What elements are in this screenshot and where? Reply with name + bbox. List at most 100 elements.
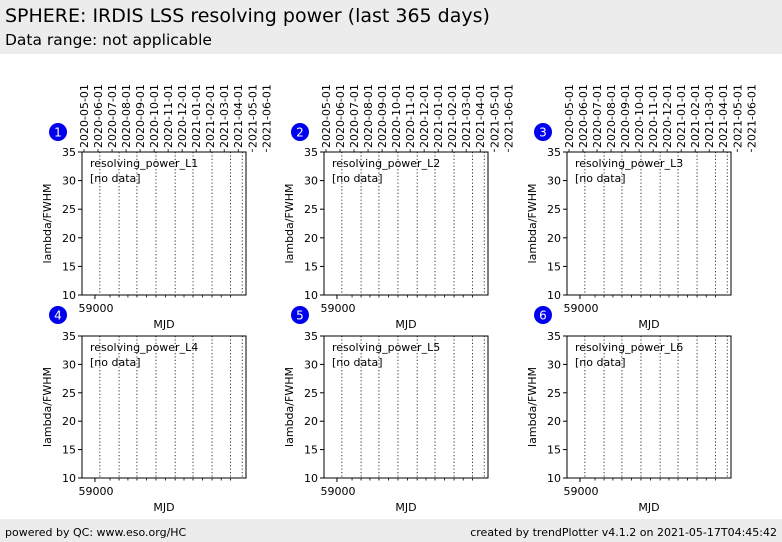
date-tick-label: 2020-10-01	[148, 84, 161, 148]
y-tick-label: 25	[547, 203, 561, 216]
no-data-note: [no data]	[332, 172, 383, 185]
plot-frame	[566, 151, 732, 296]
y-axis-label: lambda/FWHM	[526, 367, 539, 447]
date-tick-label: 2021-04-01	[232, 84, 245, 148]
y-tick-label: 20	[62, 415, 76, 428]
no-data-note: [no data]	[575, 172, 626, 185]
y-tick-label: 25	[304, 387, 318, 400]
panel-number: 4	[54, 309, 62, 323]
date-tick-label: 2021-05-01	[488, 84, 501, 148]
y-tick-label: 35	[547, 330, 561, 343]
panel-number: 1	[54, 126, 62, 140]
date-tick-label: 2021-02-01	[446, 84, 459, 148]
y-tick-label: 30	[62, 175, 76, 188]
x-axis-label: MJD	[153, 318, 174, 331]
series-label: resolving_power_L4	[90, 341, 198, 354]
y-axis-label: lambda/FWHM	[283, 184, 296, 264]
y-tick-label: 30	[62, 358, 76, 371]
y-tick-label: 35	[304, 330, 318, 343]
y-tick-label: 10	[547, 289, 561, 302]
chart-panel-5: 10 15 20 25 30 35 59000 MJD lambda/FWHM resolving…	[283, 306, 489, 514]
date-tick-label: 2020-08-01	[120, 84, 133, 148]
page-subtitle: Data range: not applicable	[5, 31, 212, 49]
date-tick-label: 2020-06-01	[334, 84, 347, 148]
date-tick-label: 2020-06-01	[577, 84, 590, 148]
chart-panel-6: 10 15 20 25 30 35 59000 MJD lambda/FWHM resolving…	[526, 306, 732, 514]
date-tick-label: 2021-06-01	[745, 84, 758, 148]
series-label: resolving_power_L2	[332, 157, 440, 170]
y-tick-label: 20	[547, 232, 561, 245]
panel-number: 2	[296, 126, 304, 140]
footer-credit: powered by QC: www.eso.org/HC	[5, 526, 187, 539]
y-tick-label: 10	[547, 472, 561, 485]
date-tick-label: 2021-03-01	[218, 84, 231, 148]
date-tick-label: 2020-09-01	[134, 84, 147, 148]
y-tick-label: 20	[304, 415, 318, 428]
y-tick-label: 15	[62, 444, 76, 457]
panel-number-badge	[534, 306, 552, 324]
no-data-note: [no data]	[90, 172, 141, 185]
y-axis-label: lambda/FWHM	[41, 184, 54, 264]
date-tick-label: 2020-07-01	[106, 84, 119, 148]
plot-frame	[323, 335, 489, 479]
y-tick-label: 25	[304, 203, 318, 216]
y-tick-label: 20	[547, 415, 561, 428]
y-tick-label: 35	[304, 146, 318, 159]
x-axis-label: MJD	[395, 318, 416, 331]
y-tick-label: 35	[547, 146, 561, 159]
y-tick-label: 20	[62, 232, 76, 245]
y-tick-label: 15	[304, 444, 318, 457]
plot-frame	[566, 335, 732, 479]
header-bar: SPHERE: IRDIS LSS resolving power (last …	[0, 0, 782, 54]
x-axis-label: MJD	[638, 318, 659, 331]
plot-frame	[81, 335, 247, 479]
y-tick-label: 15	[547, 444, 561, 457]
date-tick-label: 2020-09-01	[619, 84, 632, 148]
date-tick-label: 2020-07-01	[348, 84, 361, 148]
panel-number-badge	[49, 123, 67, 141]
series-label: resolving_power_L1	[90, 157, 198, 170]
date-tick-label: 2020-05-01	[78, 84, 91, 148]
x-tick-label: 59000	[79, 485, 114, 498]
date-tick-label: 2021-05-01	[246, 84, 259, 148]
no-data-note: [no data]	[332, 356, 383, 369]
y-tick-label: 25	[547, 387, 561, 400]
date-tick-label: 2020-11-01	[162, 84, 175, 148]
x-tick-label: 59000	[321, 302, 356, 315]
date-tick-label: 2020-12-01	[418, 84, 431, 148]
x-axis-label: MJD	[395, 501, 416, 514]
date-tick-label: 2021-03-01	[460, 84, 473, 148]
x-tick-label: 59000	[564, 485, 599, 498]
no-data-note: [no data]	[90, 356, 141, 369]
date-tick-label: 2021-01-01	[675, 84, 688, 148]
date-tick-label: 2021-01-01	[190, 84, 203, 148]
no-data-note: [no data]	[575, 356, 626, 369]
date-tick-label: 2020-10-01	[390, 84, 403, 148]
y-tick-label: 10	[304, 472, 318, 485]
x-tick-label: 59000	[564, 302, 599, 315]
y-tick-label: 35	[62, 146, 76, 159]
page-title: SPHERE: IRDIS LSS resolving power (last …	[5, 5, 490, 27]
date-tick-label: 2020-09-01	[376, 84, 389, 148]
x-tick-label: 59000	[79, 302, 114, 315]
y-tick-label: 30	[547, 358, 561, 371]
y-tick-label: 15	[304, 260, 318, 273]
y-tick-label: 25	[62, 203, 76, 216]
panel-number: 3	[539, 126, 547, 140]
series-label: resolving_power_L5	[332, 341, 440, 354]
date-tick-label: 2021-06-01	[502, 84, 515, 148]
date-tick-label: 2020-08-01	[362, 84, 375, 148]
date-tick-label: 2021-01-01	[432, 84, 445, 148]
y-tick-label: 30	[547, 175, 561, 188]
date-tick-label: 2020-05-01	[563, 84, 576, 148]
footer-bar: powered by QC: www.eso.org/HC created by…	[0, 519, 782, 542]
y-tick-label: 10	[62, 472, 76, 485]
y-tick-label: 35	[62, 330, 76, 343]
date-tick-label: 2021-04-01	[474, 84, 487, 148]
panel-number: 6	[539, 309, 547, 323]
x-axis-label: MJD	[153, 501, 174, 514]
y-tick-label: 10	[62, 289, 76, 302]
